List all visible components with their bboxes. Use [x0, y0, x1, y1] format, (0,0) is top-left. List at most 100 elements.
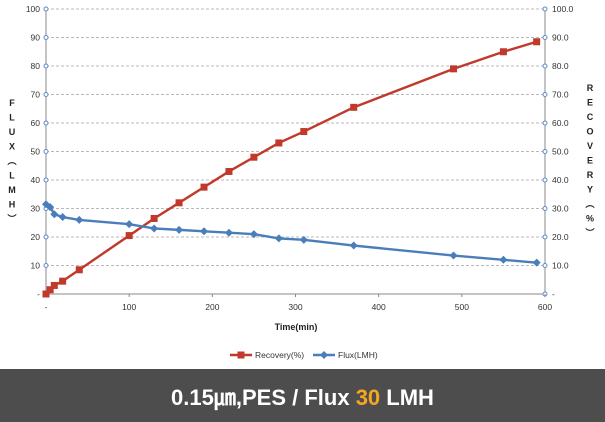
y-right-tick-label: 50.0: [552, 147, 569, 157]
y-right-tick-label: 10.0: [552, 261, 569, 271]
y-left-tick-label: 30: [31, 204, 41, 214]
left-axis-marker: [43, 120, 49, 126]
left-axis-title-char: H: [9, 200, 16, 210]
caption-suffix: LMH: [380, 384, 434, 410]
flux-point: [58, 213, 67, 222]
caption-text: 0.15㎛,PES / Flux 30 LMH: [171, 380, 434, 412]
x-tick-label: 600: [538, 302, 552, 312]
recovery-point: [350, 103, 358, 111]
recovery-point: [200, 183, 208, 191]
legend-marker: [237, 351, 245, 359]
recovery-point: [225, 167, 233, 175]
recovery-point: [300, 128, 308, 136]
flux-point: [175, 225, 184, 234]
caption-prefix: 0.15㎛,PES / Flux: [171, 384, 356, 410]
recovery-point: [533, 38, 541, 46]
flux-point: [449, 251, 458, 260]
y-right-tick-label: 40.0: [552, 175, 569, 185]
y-left-tick-label: 20: [31, 232, 41, 242]
left-axis-marker: [43, 234, 49, 240]
legend-marker: [320, 351, 328, 359]
flux-point: [224, 228, 233, 237]
flux-point: [75, 215, 84, 224]
legend-label: Flux(LMH): [338, 350, 378, 360]
x-tick-label: 300: [288, 302, 302, 312]
recovery-point: [46, 286, 54, 294]
y-right-tick-label: 30.0: [552, 204, 569, 214]
left-axis-title-char: ︵: [6, 156, 16, 166]
left-axis-title-char: X: [9, 142, 15, 152]
flux-point: [499, 255, 508, 264]
flux-point: [349, 241, 358, 250]
recovery-point: [42, 290, 50, 298]
right-axis-title-char: E: [587, 156, 593, 166]
recovery-point: [59, 277, 67, 285]
chart: - -10 10.020 20.030 30.040 40.050 50.060 60.070…: [6, 4, 594, 360]
recovery-point: [499, 48, 507, 56]
right-axis-marker: [542, 63, 548, 69]
x-axis-title: Time(min): [275, 322, 318, 332]
right-axis-title-char: ︵: [584, 199, 594, 209]
y-left-tick-label: 100: [26, 4, 40, 14]
caption-bar: 0.15㎛,PES / Flux 30 LMH: [0, 369, 605, 422]
recovery-point: [250, 153, 258, 161]
left-axis-title-char: F: [9, 98, 15, 108]
right-axis-title-char: E: [587, 98, 593, 108]
flux-point: [532, 258, 541, 267]
flux-point: [125, 220, 134, 229]
x-tick-label: 100: [122, 302, 136, 312]
right-axis-title-char: V: [587, 141, 593, 151]
right-axis-title-char: Y: [587, 185, 593, 195]
flux-point: [200, 227, 209, 236]
left-axis-title-char: L: [9, 113, 15, 123]
grid-lines: [46, 8, 545, 266]
right-axis-marker: [542, 120, 548, 126]
y-right-tick-label: 100.0: [552, 4, 574, 14]
flux-point: [249, 230, 258, 239]
series-layer: [42, 38, 541, 298]
x-tick-label: 200: [205, 302, 219, 312]
right-axis-title-char: R: [587, 170, 594, 180]
x-tick-label: 400: [372, 302, 386, 312]
left-axis-marker: [43, 6, 49, 12]
series-line-flux-lmh: [45, 203, 537, 264]
left-axis-marker: [43, 177, 49, 183]
x-tick-label: -: [45, 302, 48, 312]
y-left-tick-label: 70: [31, 90, 41, 100]
y-right-tick-label: 80.0: [552, 61, 569, 71]
y-right-tick-label: 60.0: [552, 118, 569, 128]
y-left-tick-label: -: [37, 289, 40, 299]
recovery-point: [275, 139, 283, 147]
right-axis-marker: [542, 92, 548, 97]
recovery-point: [450, 65, 458, 73]
y-right-tick-label: -: [552, 289, 555, 299]
right-axis-title-char: R: [587, 83, 594, 93]
flux-point: [46, 203, 55, 212]
flux-point: [274, 234, 283, 243]
right-axis-title-char: %: [586, 214, 594, 224]
left-axis-title-char: U: [9, 127, 16, 137]
left-axis-title-char: ︶: [6, 213, 16, 224]
left-axis-title-char: M: [8, 185, 16, 195]
y-left-tick-label: 10: [31, 261, 41, 271]
y-right-tick-label: 20.0: [552, 232, 569, 242]
right-axis-title-char: O: [586, 127, 593, 137]
y-left-tick-label: 90: [31, 33, 41, 43]
flux-point: [50, 210, 59, 219]
left-axis-title-char: L: [9, 171, 15, 181]
recovery-point: [75, 266, 83, 274]
legend: Recovery(%) Flux(LMH): [230, 350, 378, 360]
flux-point: [299, 235, 308, 244]
left-axis-marker: [43, 263, 49, 268]
x-tick-label: 500: [455, 302, 469, 312]
left-axis-marker: [43, 35, 49, 40]
y-left-tick-label: 40: [31, 175, 41, 185]
left-axis-marker: [43, 149, 49, 154]
left-axis-marker: [43, 92, 49, 97]
recovery-point: [150, 214, 158, 222]
right-axis-marker: [542, 206, 548, 211]
y-left-tick-label: 80: [31, 61, 41, 71]
y-right-tick-label: 90.0: [552, 33, 569, 43]
